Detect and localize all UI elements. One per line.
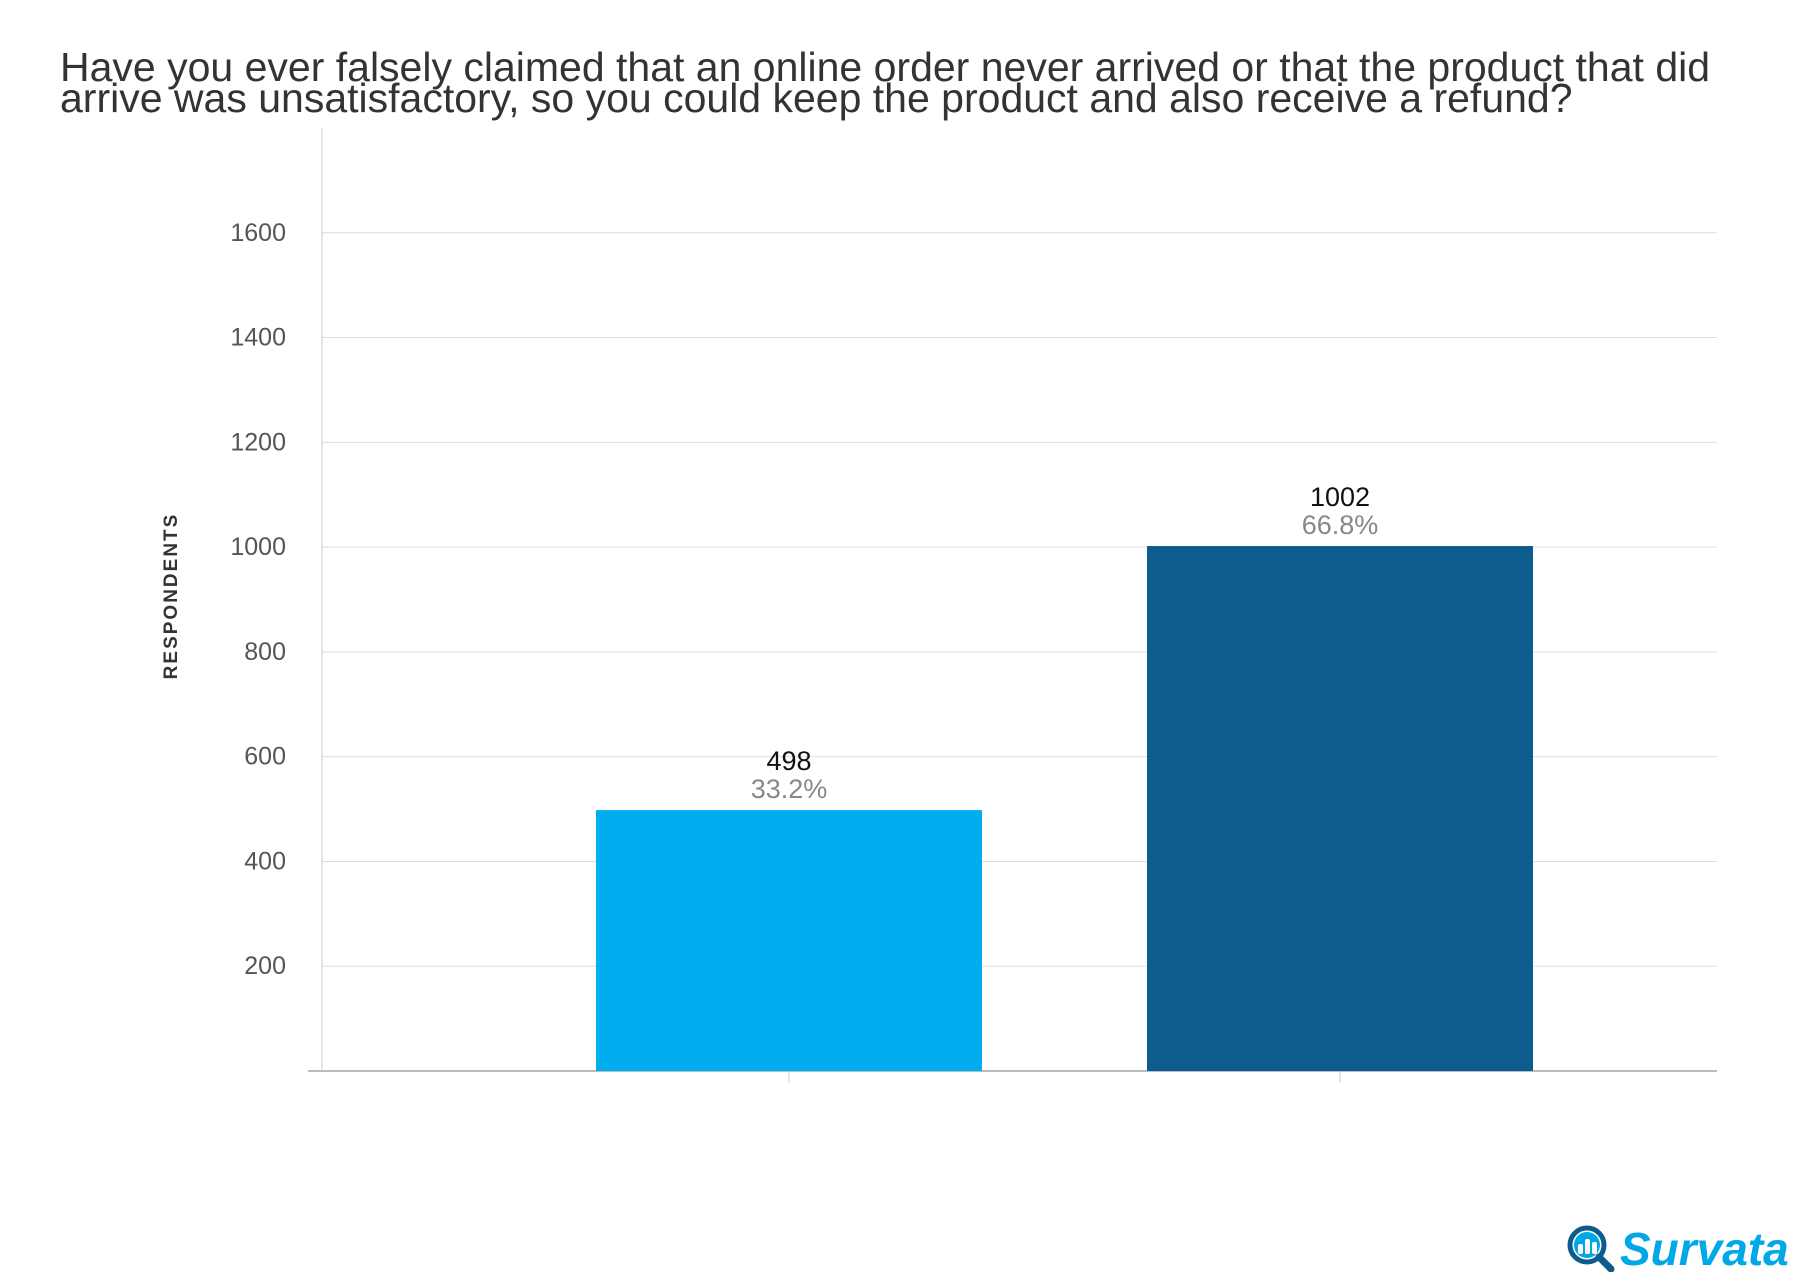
y-tick-label: 400: [244, 847, 286, 875]
chart-title-line-1: Have you ever falsely claimed that an on…: [60, 44, 1711, 90]
bar-percent-label: 66.8%: [1302, 510, 1379, 540]
y-tick-label: 800: [244, 638, 286, 666]
bar-2: [1147, 546, 1533, 1071]
chart-title: Have you ever falsely claimed that an on…: [60, 44, 1780, 121]
bar-value-label: 498: [766, 746, 811, 776]
bar-value-label: 1002: [1310, 482, 1370, 512]
y-tick-label: 1600: [230, 219, 286, 247]
chart-title-line-2: arrive was unsatisfactory, so you could …: [60, 75, 1573, 121]
y-tick-label: 200: [244, 952, 286, 980]
y-tick-labels: 200 400 600 800 1000 1200 1400 1600: [230, 219, 286, 980]
magnifier-people-icon: [1567, 1225, 1615, 1272]
y-tick-label: 1200: [230, 428, 286, 456]
y-axis-label: RESPONDENTS: [161, 513, 182, 680]
bar-percent-label: 33.2%: [751, 774, 828, 804]
brand-name: Survata: [1620, 1223, 1789, 1275]
y-tick-label: 1400: [230, 324, 286, 352]
bars: [596, 546, 1533, 1071]
y-tick-label: 600: [244, 743, 286, 771]
bar-1: [596, 810, 982, 1071]
y-tick-label: 1000: [230, 533, 286, 561]
